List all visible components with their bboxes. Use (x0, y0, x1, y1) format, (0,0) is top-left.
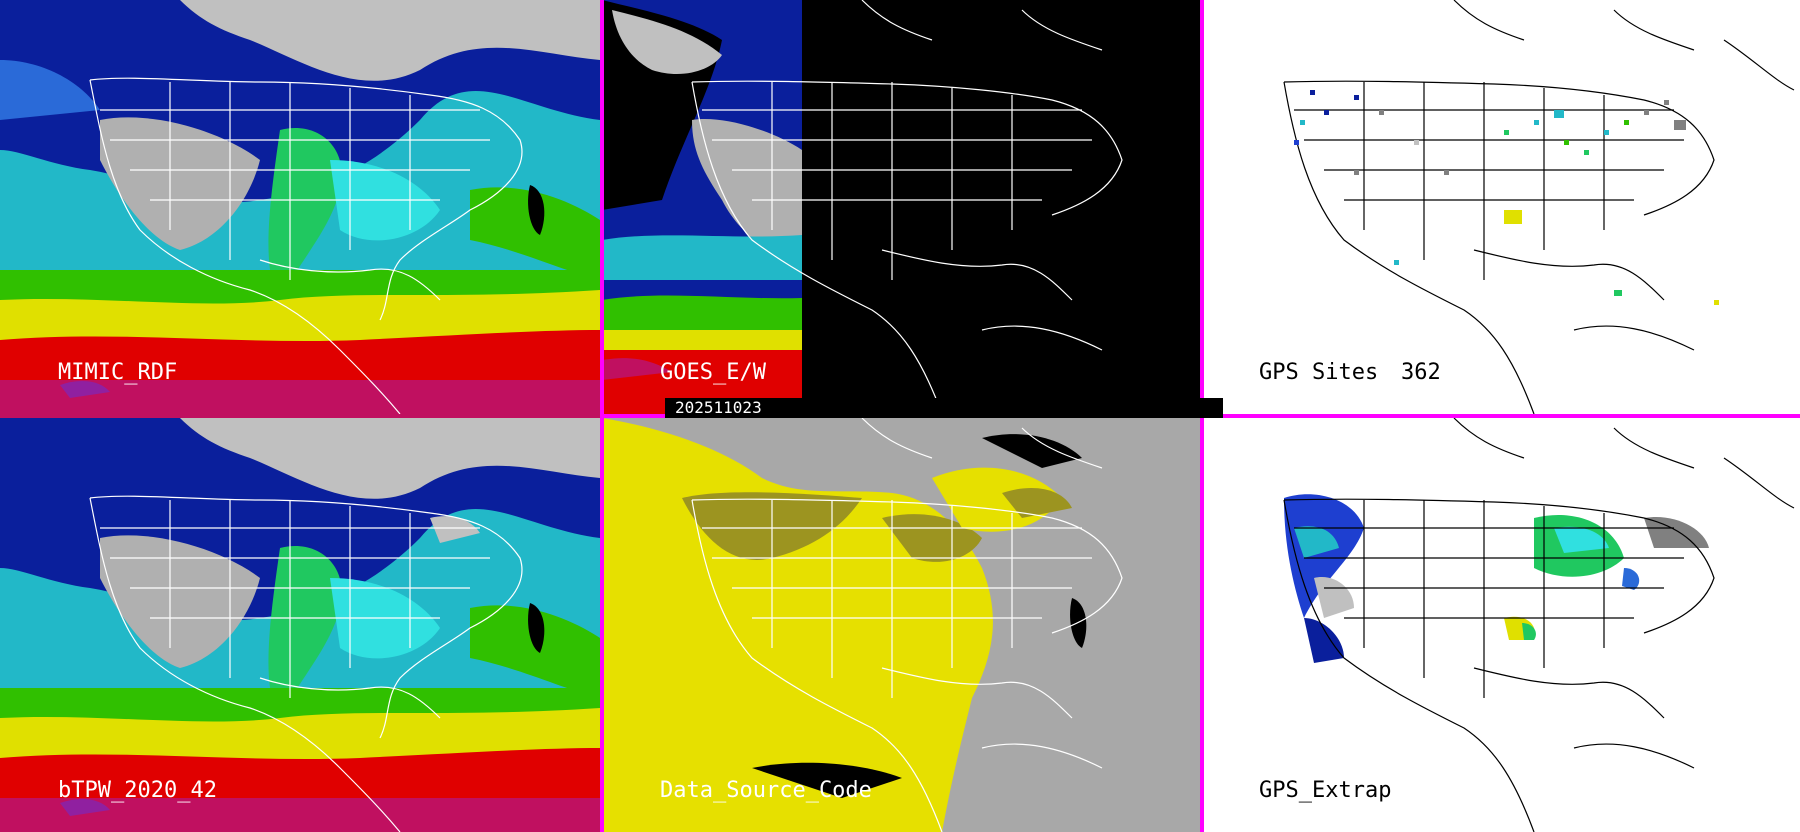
panel-label: GPS_Extrap (1259, 778, 1392, 803)
panel-label: GOES_E/W (660, 360, 766, 385)
gps-sites-map (1204, 0, 1800, 414)
goes-timestamp: 202511023 (675, 398, 762, 417)
gps-extrap-map (1204, 418, 1800, 832)
panel-label: Data_Source_Code (660, 778, 872, 803)
goes-ew-panel: GOES_E/W (602, 0, 1200, 414)
mimic-rdf-map (0, 0, 600, 414)
panel-label: bTPW_2020_42 (58, 778, 217, 803)
gps-sites-panel: GPS Sites 362 (1204, 0, 1800, 414)
btpw-2020-42-map (0, 418, 600, 832)
gps-site-markers (1294, 90, 1719, 305)
btpw-2020-42-panel: bTPW_2020_42 (0, 418, 600, 832)
panel-divider (0, 414, 600, 418)
goes-ew-map (602, 0, 1200, 414)
mimic-rdf-panel: MIMIC_RDF (0, 0, 600, 414)
gps-site-count: 362 (1401, 360, 1441, 385)
data-source-code-map (602, 418, 1200, 832)
gps-extrap-panel: GPS_Extrap (1204, 418, 1800, 832)
data-source-code-panel: Data_Source_Code (602, 418, 1200, 832)
panel-label: MIMIC_RDF (58, 360, 178, 385)
goes-timestamp-bar: 202511023 (665, 398, 1223, 418)
panel-label: GPS Sites (1259, 360, 1379, 385)
